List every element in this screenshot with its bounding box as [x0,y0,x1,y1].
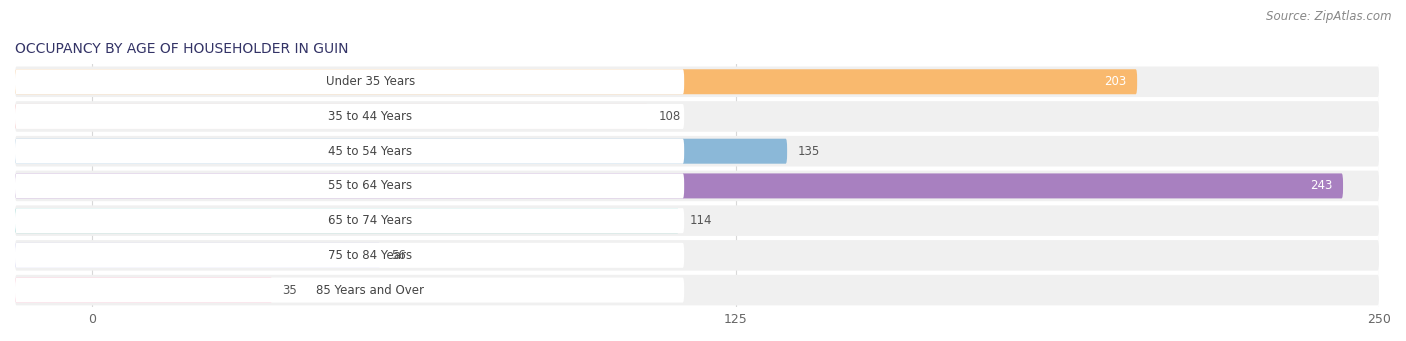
FancyBboxPatch shape [15,104,685,129]
Text: 135: 135 [797,145,820,158]
FancyBboxPatch shape [15,104,648,129]
FancyBboxPatch shape [15,208,679,233]
FancyBboxPatch shape [15,174,1343,198]
FancyBboxPatch shape [15,174,685,198]
FancyBboxPatch shape [15,69,1137,94]
Text: 85 Years and Over: 85 Years and Over [316,284,425,297]
FancyBboxPatch shape [15,278,273,302]
FancyBboxPatch shape [15,170,1379,201]
FancyBboxPatch shape [15,139,685,164]
Text: 55 to 64 Years: 55 to 64 Years [328,179,412,192]
Text: 108: 108 [658,110,681,123]
Text: 243: 243 [1310,179,1333,192]
FancyBboxPatch shape [15,208,685,233]
FancyBboxPatch shape [15,205,1379,236]
Text: 65 to 74 Years: 65 to 74 Years [328,214,412,227]
Text: 114: 114 [689,214,711,227]
Text: 35: 35 [283,284,298,297]
Text: 35 to 44 Years: 35 to 44 Years [328,110,412,123]
FancyBboxPatch shape [15,243,685,268]
FancyBboxPatch shape [15,243,381,268]
Text: Source: ZipAtlas.com: Source: ZipAtlas.com [1267,10,1392,23]
Text: Under 35 Years: Under 35 Years [326,75,415,88]
Text: OCCUPANCY BY AGE OF HOUSEHOLDER IN GUIN: OCCUPANCY BY AGE OF HOUSEHOLDER IN GUIN [15,42,349,56]
FancyBboxPatch shape [15,66,1379,97]
Text: 45 to 54 Years: 45 to 54 Years [328,145,412,158]
Text: 75 to 84 Years: 75 to 84 Years [328,249,412,262]
FancyBboxPatch shape [15,278,685,302]
Text: 56: 56 [391,249,406,262]
Text: 203: 203 [1105,75,1126,88]
FancyBboxPatch shape [15,275,1379,305]
FancyBboxPatch shape [15,101,1379,132]
FancyBboxPatch shape [15,69,685,94]
FancyBboxPatch shape [15,136,1379,166]
FancyBboxPatch shape [15,240,1379,271]
FancyBboxPatch shape [15,139,787,164]
